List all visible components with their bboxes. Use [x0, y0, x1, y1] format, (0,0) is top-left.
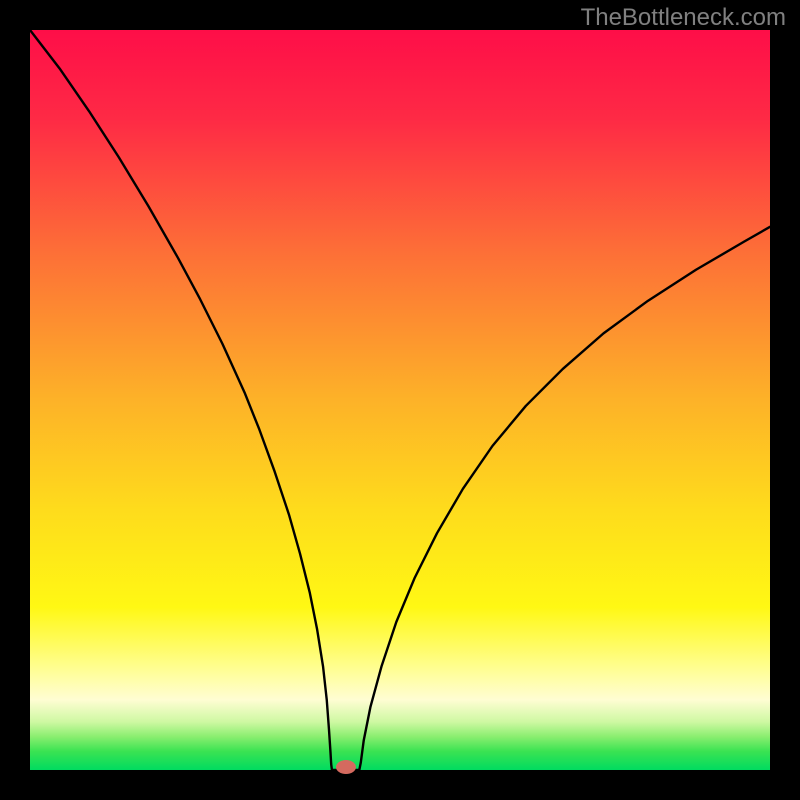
bottleneck-chart [0, 0, 800, 800]
optimum-marker [336, 760, 356, 774]
plot-background [30, 30, 770, 770]
chart-container: TheBottleneck.com [0, 0, 800, 800]
watermark-text: TheBottleneck.com [581, 4, 786, 32]
